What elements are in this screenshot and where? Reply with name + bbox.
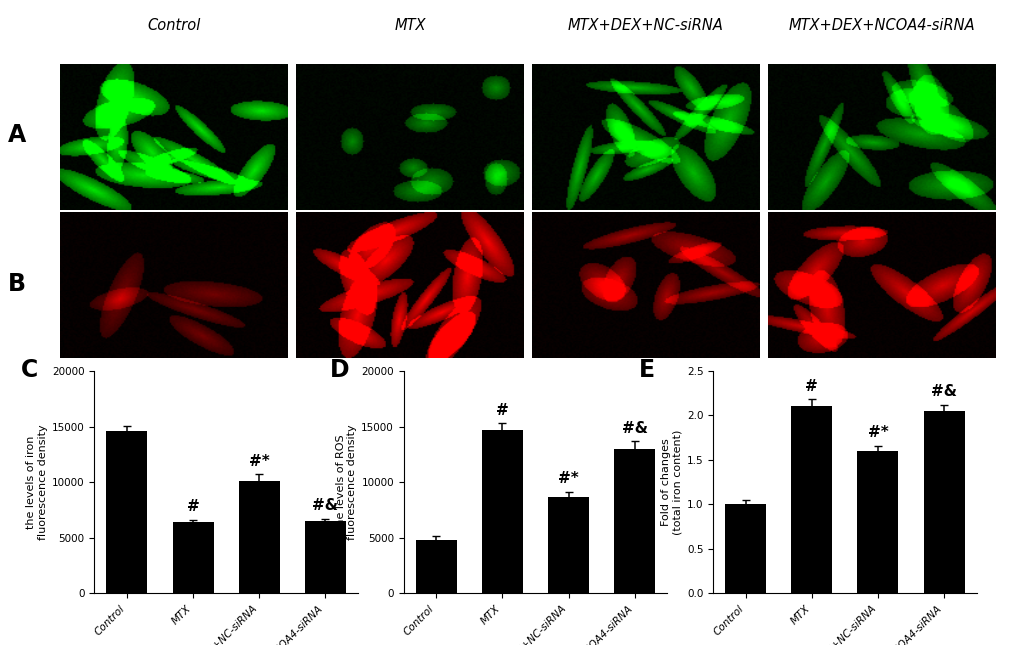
- Text: #&: #&: [312, 498, 338, 513]
- Text: #*: #*: [557, 471, 579, 486]
- Bar: [791, 406, 832, 593]
- Text: E: E: [639, 357, 655, 382]
- Y-axis label: the levels of iron
fluorescence density: the levels of iron fluorescence density: [26, 424, 48, 540]
- Text: #*: #*: [249, 453, 269, 468]
- Text: #&: #&: [930, 384, 956, 399]
- Text: C: C: [20, 357, 38, 382]
- Bar: [725, 504, 765, 593]
- Text: MTX+DEX+NC-siRNA: MTX+DEX+NC-siRNA: [568, 18, 723, 34]
- Text: #&: #&: [622, 421, 647, 435]
- Text: #: #: [495, 403, 508, 418]
- Text: MTX+DEX+NCOA4-siRNA: MTX+DEX+NCOA4-siRNA: [788, 18, 974, 34]
- Text: A: A: [8, 123, 26, 148]
- Text: B: B: [8, 272, 26, 296]
- Text: #*: #*: [867, 425, 888, 440]
- Bar: [305, 521, 345, 593]
- Text: Control: Control: [147, 18, 201, 34]
- Bar: [547, 497, 589, 593]
- Bar: [172, 522, 213, 593]
- Bar: [106, 431, 147, 593]
- Bar: [238, 481, 279, 593]
- Text: #: #: [186, 499, 199, 514]
- Bar: [857, 451, 898, 593]
- Y-axis label: the levels of ROS
fluorescence density: the levels of ROS fluorescence density: [335, 424, 357, 540]
- Text: #: #: [805, 379, 817, 394]
- Text: D: D: [330, 357, 350, 382]
- Bar: [416, 540, 457, 593]
- Y-axis label: Fold of changes
(total iron content): Fold of changes (total iron content): [660, 430, 682, 535]
- Bar: [613, 449, 654, 593]
- Bar: [481, 430, 523, 593]
- Bar: [923, 411, 964, 593]
- Text: MTX: MTX: [393, 18, 425, 34]
